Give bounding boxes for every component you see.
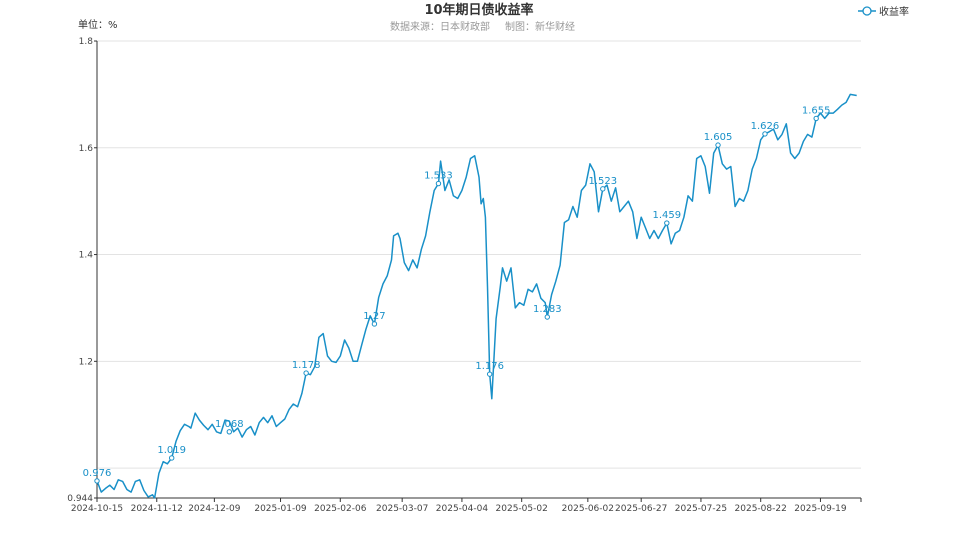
- yield-series-line: [96, 93, 857, 499]
- x-tick-label: 2025-09-19: [794, 504, 847, 514]
- x-tick-label: 2025-06-27: [615, 504, 667, 514]
- y-tick-label: 1.8: [79, 37, 94, 47]
- annotation-point: [600, 186, 606, 192]
- y-tick-label: 1.6: [79, 144, 94, 154]
- annotation-label: 1.655: [802, 105, 831, 116]
- annotation-label: 1.626: [751, 121, 780, 132]
- x-tick-label: 2024-12-09: [188, 504, 241, 514]
- x-tick-label: 2025-06-02: [562, 504, 614, 514]
- annotation-label: 1.283: [533, 304, 562, 315]
- annotation-label: 1.178: [292, 360, 321, 371]
- x-tick-label: 2025-07-25: [675, 504, 727, 514]
- axes: 0.944 1.2 1.4 1.6 1.8 2024-10-15 2024-11-12 202…: [67, 37, 862, 514]
- annotation-label: 1.068: [215, 419, 244, 430]
- x-tick-label: 2024-11-12: [131, 504, 183, 514]
- x-tick-label: 2025-05-02: [496, 504, 548, 514]
- annotation-point: [762, 131, 768, 137]
- legend-circle-icon: [862, 6, 872, 16]
- annotation-point: [715, 142, 721, 148]
- x-tick-label: 2025-04-04: [436, 504, 489, 514]
- annotation-point: [435, 180, 442, 187]
- annotations: 0.976 1.019 1.068 1.178 1.27 1.533 1.176 1.283 1…: [83, 105, 831, 484]
- chart-credit: 制图：新华财经: [505, 20, 575, 33]
- series: [96, 93, 857, 499]
- unit-label: 单位：%: [78, 18, 118, 31]
- y-tick-label: 1.2: [79, 357, 93, 367]
- x-tick-label: 2025-02-06: [314, 504, 367, 514]
- annotation-label: 1.533: [424, 171, 453, 182]
- annotation-label: 1.176: [475, 361, 504, 372]
- annotation-label: 1.27: [363, 311, 385, 322]
- annotation-label: 0.976: [83, 468, 112, 479]
- x-tick-label: 2025-01-09: [254, 504, 307, 514]
- x-tick-label: 2024-10-15: [71, 504, 123, 514]
- grid: [97, 40, 861, 469]
- annotation-point: [813, 115, 819, 122]
- annotation-label: 1.019: [157, 445, 186, 456]
- annotation-point: [664, 220, 670, 226]
- annotation-label: 1.459: [652, 210, 681, 221]
- chart-title: 10年期日债收益率: [424, 2, 533, 18]
- annotation-label: 1.523: [588, 176, 617, 187]
- annotation-point: [168, 455, 175, 461]
- y-tick-label: 1.4: [79, 251, 94, 261]
- x-tick-label: 2025-08-22: [735, 504, 787, 514]
- annotation-point: [371, 321, 378, 327]
- annotation-point: [303, 370, 309, 376]
- y-tick-label: 0.944: [67, 494, 93, 504]
- legend[interactable]: 收益率: [858, 5, 909, 18]
- annotation-point: [94, 478, 100, 484]
- chart-source: 数据来源：日本财政部: [390, 20, 490, 33]
- x-tick-label: 2025-03-07: [376, 504, 428, 514]
- annotation-point: [486, 371, 493, 377]
- legend-label: 收益率: [879, 5, 909, 18]
- annotation-point: [226, 429, 233, 435]
- annotation-point: [544, 314, 550, 320]
- annotation-label: 1.605: [704, 132, 733, 143]
